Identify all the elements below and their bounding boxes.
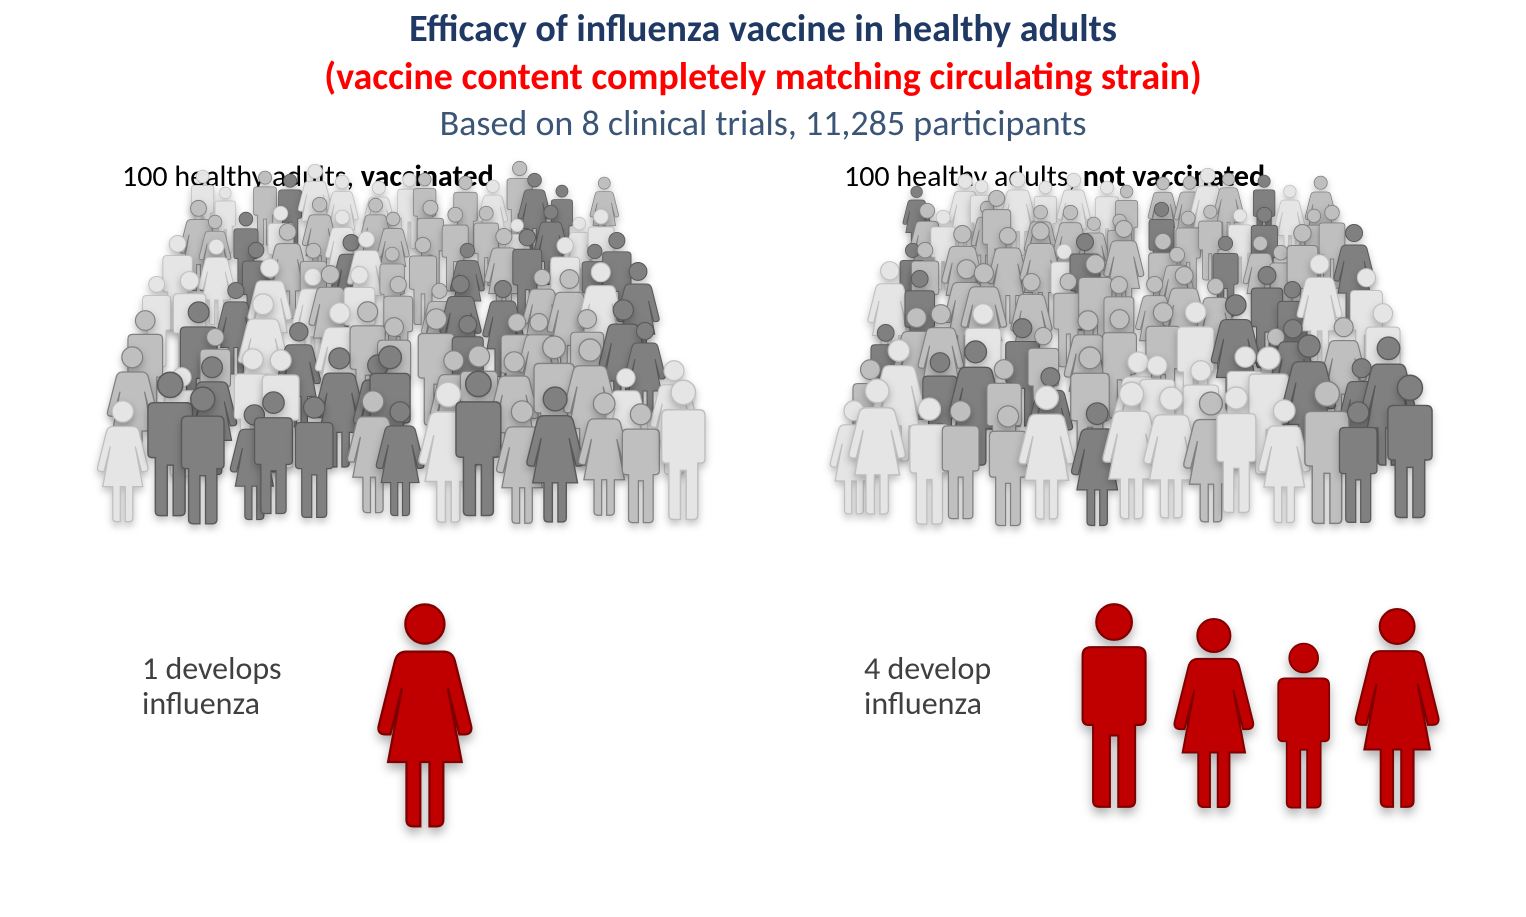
- person-icon: [653, 378, 714, 522]
- result-not-vaccinated-l1: 4 develop: [864, 649, 991, 688]
- result-not-vaccinated-l2: influenza: [864, 684, 982, 723]
- person-icon: [845, 377, 909, 517]
- crowd-not-vaccinated-icon: [834, 201, 1414, 621]
- red-figures-vaccinated: [372, 601, 478, 831]
- group-not-vaccinated: 100 healthy adults, not vaccinated: [804, 158, 1444, 811]
- result-row-not-vaccinated: 4 develop influenza: [804, 601, 1444, 811]
- title-line-2: (vaccine content completely matching cir…: [0, 54, 1526, 102]
- title-line-3: Based on 8 clinical trials, 11,285 parti…: [0, 101, 1526, 146]
- person-icon: [1379, 373, 1441, 520]
- groups-row: 100 healthy adults, vaccinated: [0, 158, 1526, 831]
- person-icon: [935, 399, 986, 521]
- crowd-vaccinated-icon: [112, 201, 692, 621]
- person-icon: [1332, 400, 1384, 525]
- result-text-not-vaccinated: 4 develop influenza: [864, 651, 1070, 721]
- affected-person-icon: [1169, 616, 1259, 811]
- group-vaccinated: 100 healthy adults, vaccinated: [82, 158, 722, 831]
- affected-person-icon: [1268, 641, 1339, 811]
- affected-person-icon: [1070, 601, 1158, 811]
- person-icon: [288, 395, 340, 520]
- result-row-vaccinated: 1 develops influenza: [82, 601, 722, 831]
- result-vaccinated-l1: 1 develops: [142, 649, 281, 688]
- red-figures-not-vaccinated: [1070, 601, 1444, 811]
- title-line-1: Efficacy of influenza vaccine in healthy…: [0, 6, 1526, 54]
- result-text-vaccinated: 1 develops influenza: [142, 651, 372, 721]
- slide: Efficacy of influenza vaccine in healthy…: [0, 0, 1526, 917]
- affected-person-icon: [1350, 606, 1444, 811]
- person-icon: [173, 385, 232, 527]
- result-vaccinated-l2: influenza: [142, 684, 260, 723]
- affected-person-icon: [372, 601, 478, 831]
- title-block: Efficacy of influenza vaccine in healthy…: [0, 0, 1526, 146]
